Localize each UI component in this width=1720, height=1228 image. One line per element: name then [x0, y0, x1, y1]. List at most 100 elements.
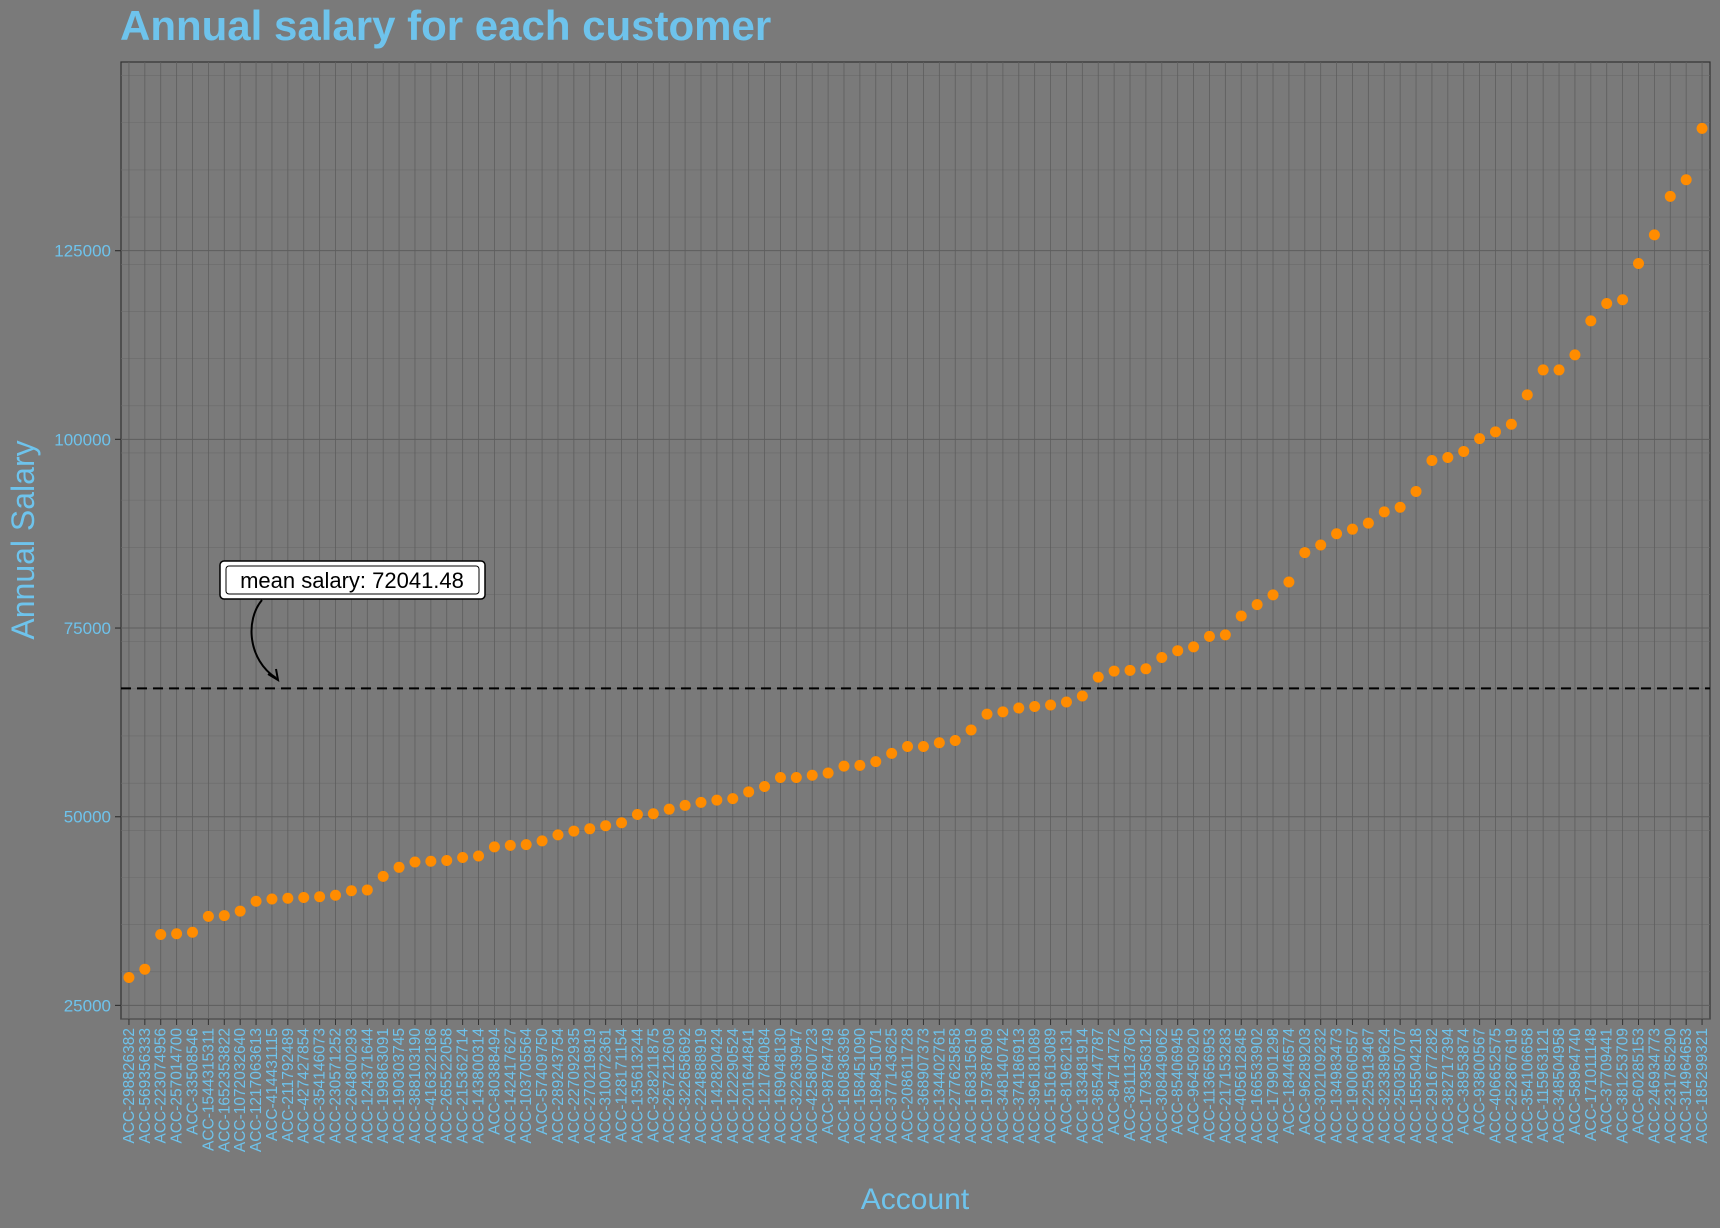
- x-tick-label: ACC-291677282: [1424, 1028, 1441, 1143]
- x-tick-label: ACC-81962131: [1058, 1028, 1075, 1135]
- data-point: [917, 741, 929, 753]
- data-point: [1267, 589, 1279, 601]
- annotation-group: mean salary: 72041.48: [219, 560, 486, 682]
- data-point: [1203, 630, 1215, 642]
- x-tick-label: ACC-185299321: [1694, 1028, 1711, 1143]
- data-point: [234, 905, 246, 917]
- data-point: [552, 829, 564, 841]
- data-point: [314, 891, 326, 903]
- data-point: [663, 803, 675, 815]
- data-point: [1394, 501, 1406, 513]
- data-point: [393, 861, 405, 873]
- annotation-arrow: [250, 599, 277, 679]
- x-tick-label: ACC-18446574: [1281, 1028, 1298, 1135]
- data-point: [1632, 258, 1644, 270]
- data-point: [1108, 665, 1120, 677]
- data-point: [1426, 454, 1438, 466]
- x-tick-label: ACC-569356333: [137, 1028, 154, 1143]
- x-tick-label: ACC-348140742: [995, 1028, 1012, 1143]
- x-tick-label: ACC-168315619: [963, 1028, 980, 1143]
- data-point: [997, 706, 1009, 718]
- data-point: [1029, 701, 1041, 713]
- data-point: [711, 794, 723, 806]
- data-point: [425, 855, 437, 867]
- data-point: [759, 781, 771, 793]
- x-tick-label: ACC-230571252: [328, 1028, 345, 1143]
- x-tick-label: ACC-302109232: [1313, 1028, 1330, 1143]
- data-point: [1076, 690, 1088, 702]
- x-tick-label: ACC-128171154: [614, 1028, 631, 1143]
- data-point: [1617, 294, 1629, 306]
- data-point: [1283, 576, 1295, 588]
- x-tick-label: ACC-211792489: [280, 1028, 297, 1142]
- x-tick-label: ACC-142417627: [502, 1028, 519, 1143]
- x-tick-label: ACC-199863091: [375, 1028, 392, 1143]
- x-tick-label: ACC-217153283: [1217, 1028, 1234, 1143]
- data-point: [218, 910, 230, 922]
- data-point: [488, 841, 500, 853]
- x-tick-label: ACC-414431115: [264, 1028, 281, 1141]
- x-tick-label: ACC-354146073: [312, 1028, 329, 1143]
- data-point: [1362, 517, 1374, 529]
- x-tick-label: ACC-224888919: [693, 1028, 710, 1143]
- data-point: [1458, 445, 1470, 457]
- x-tick-label: ACC-328211875: [645, 1028, 662, 1142]
- annotation-box: [219, 560, 486, 600]
- x-tick-label: ACC-388103190: [407, 1028, 424, 1144]
- data-point: [1664, 190, 1676, 202]
- data-point: [1601, 298, 1613, 310]
- data-point: [139, 963, 151, 975]
- data-point: [981, 708, 993, 720]
- data-point: [1045, 699, 1057, 711]
- x-tick-label: ACC-246934773: [1646, 1028, 1663, 1143]
- x-tick-label: ACC-113656953: [1201, 1028, 1218, 1142]
- x-tick-label: ACC-368907373: [915, 1028, 932, 1143]
- data-point: [473, 850, 485, 862]
- data-point: [1092, 671, 1104, 683]
- x-tick-label: ACC-381113760: [1122, 1028, 1139, 1142]
- data-point: [1696, 122, 1708, 134]
- x-tick-label: ACC-166533902: [1249, 1028, 1266, 1143]
- data-point: [1331, 528, 1343, 540]
- x-tick-label: ACC-208611728: [900, 1028, 917, 1142]
- x-tick-label: ACC-1072032640: [232, 1028, 249, 1152]
- data-point: [1537, 364, 1549, 376]
- data-point: [1505, 418, 1517, 430]
- x-tick-label: ACC-223074956: [153, 1028, 170, 1143]
- x-tick-label: ACC-160836396: [836, 1028, 853, 1143]
- x-tick-label: ACC-201644841: [741, 1028, 758, 1143]
- data-point: [536, 835, 548, 847]
- x-tick-label: ACC-85406945: [1170, 1028, 1187, 1135]
- x-tick-label: ACC-416322186: [423, 1028, 440, 1143]
- x-tick-label: ACC-348504958: [1551, 1028, 1568, 1143]
- x-tick-label: ACC-314964653: [1678, 1028, 1695, 1143]
- x-tick-label: ACC-227092935: [566, 1028, 583, 1143]
- x-tick-label: ACC-155504218: [1408, 1028, 1425, 1143]
- data-point: [774, 771, 786, 783]
- data-point: [790, 771, 802, 783]
- x-tick-label: ACC-179901298: [1265, 1028, 1282, 1143]
- data-point: [1124, 664, 1136, 676]
- x-tick-label: ACC-322658692: [677, 1028, 694, 1143]
- x-tick-label: ACC-267212609: [661, 1028, 678, 1143]
- data-point: [616, 817, 628, 829]
- annotation-box-inner: [225, 565, 480, 595]
- data-point: [1235, 610, 1247, 622]
- data-point: [600, 820, 612, 832]
- data-point: [377, 870, 389, 882]
- annotation-arrow-head: [267, 668, 280, 682]
- x-tick-label: ACC-98764749: [820, 1028, 837, 1135]
- x-tick-label: ACC-322639947: [788, 1028, 805, 1143]
- x-tick-label: ACC-121784084: [757, 1028, 774, 1144]
- data-points: [123, 122, 1708, 983]
- x-tick-label: ACC-264800293: [343, 1028, 360, 1143]
- x-tick-label: ACC-96450920: [1186, 1028, 1203, 1135]
- data-point: [1680, 174, 1692, 186]
- y-tick-label: 75000: [64, 619, 111, 638]
- data-point: [298, 891, 310, 903]
- data-point: [1442, 451, 1454, 463]
- x-tick-label: ACC-158451090: [852, 1028, 869, 1144]
- x-tick-label: ACC-133481914: [1074, 1028, 1091, 1144]
- y-tick-label: 100000: [54, 430, 111, 449]
- x-tick-label: ACC-1544315311: [200, 1028, 217, 1151]
